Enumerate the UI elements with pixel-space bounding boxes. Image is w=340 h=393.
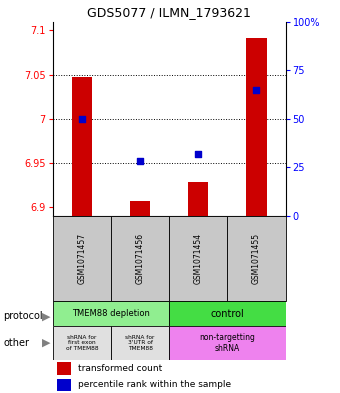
Title: GDS5077 / ILMN_1793621: GDS5077 / ILMN_1793621: [87, 6, 251, 19]
Bar: [188, 182, 208, 216]
Text: non-targetting
shRNA: non-targetting shRNA: [200, 333, 255, 353]
Text: GSM1071454: GSM1071454: [194, 233, 203, 284]
Text: other: other: [3, 338, 29, 348]
Text: ▶: ▶: [42, 338, 50, 348]
Point: [254, 86, 259, 93]
Bar: [53, 326, 111, 360]
Bar: [53, 216, 111, 301]
Bar: [57, 362, 71, 375]
Point: [195, 151, 201, 157]
Bar: [53, 301, 169, 326]
Text: protocol: protocol: [3, 311, 43, 321]
Bar: [111, 326, 169, 360]
Text: GSM1071455: GSM1071455: [252, 233, 261, 284]
Bar: [130, 201, 150, 216]
Text: shRNA for
3'UTR of
TMEM88: shRNA for 3'UTR of TMEM88: [125, 334, 155, 351]
Text: control: control: [210, 309, 244, 318]
Text: TMEM88 depletion: TMEM88 depletion: [72, 309, 150, 318]
Bar: [169, 301, 286, 326]
Bar: [246, 37, 267, 216]
Bar: [227, 216, 286, 301]
Text: ▶: ▶: [42, 311, 50, 321]
Bar: [111, 216, 169, 301]
Text: transformed count: transformed count: [78, 364, 163, 373]
Text: percentile rank within the sample: percentile rank within the sample: [78, 380, 232, 389]
Point: [79, 116, 85, 122]
Bar: [57, 378, 71, 391]
Bar: [169, 216, 227, 301]
Text: shRNA for
first exon
of TMEM88: shRNA for first exon of TMEM88: [66, 334, 98, 351]
Point: [137, 158, 143, 165]
Bar: [169, 326, 286, 360]
Bar: [72, 77, 92, 216]
Text: GSM1071457: GSM1071457: [77, 233, 86, 284]
Text: GSM1071456: GSM1071456: [136, 233, 144, 284]
